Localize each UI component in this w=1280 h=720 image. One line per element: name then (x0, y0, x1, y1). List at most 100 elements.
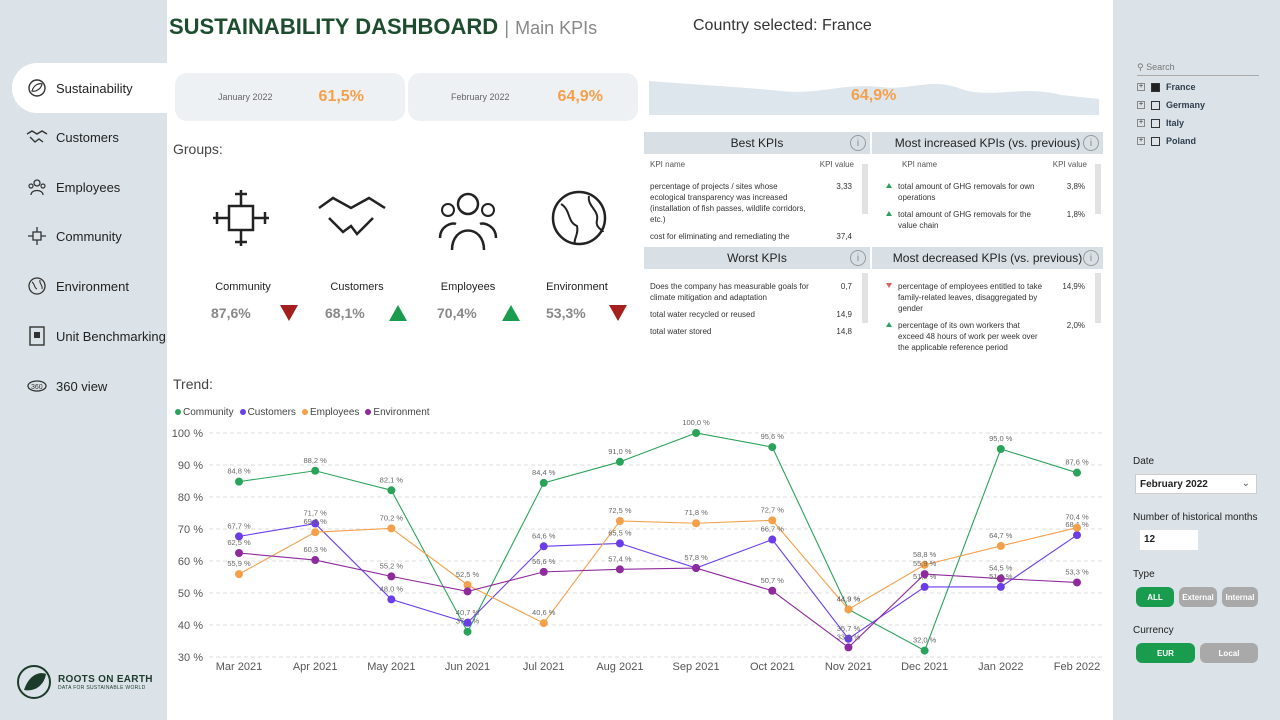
x-tick-label: Dec 2021 (901, 661, 948, 673)
scrollbar[interactable] (862, 273, 868, 323)
legend-item[interactable]: Community (175, 407, 234, 418)
expand-icon[interactable]: + (1137, 119, 1145, 127)
table-row[interactable]: total amount of GHG removals for own ope… (872, 181, 1103, 203)
y-tick-label: 50 % (178, 588, 203, 600)
data-label: 44,9 % (837, 594, 861, 603)
card-month: January 2022 (218, 92, 273, 102)
checkbox[interactable] (1151, 118, 1160, 128)
data-point (387, 572, 396, 581)
legend-item[interactable]: Customers (239, 407, 296, 418)
table-row[interactable]: total water stored 14,8 (644, 326, 870, 337)
nav-employees[interactable]: Employees (12, 162, 167, 212)
kpi-name: total amount of GHG removals for own ope… (898, 182, 1035, 202)
table-row[interactable]: total water recycled or reused 14,9 (644, 309, 870, 320)
x-tick-label: Mar 2021 (216, 661, 262, 673)
panel-header: Best KPIs i (644, 132, 870, 154)
kpi-value: 14,8 (836, 327, 852, 336)
scrollbar[interactable] (1095, 164, 1101, 214)
country-item-france[interactable]: + France (1137, 78, 1259, 96)
table-row[interactable]: Does the company has measurable goals fo… (644, 281, 870, 303)
data-point (311, 466, 320, 475)
data-point (692, 519, 701, 528)
kpi-sparkline-card: 64,9% (641, 73, 1107, 121)
data-point (235, 570, 243, 579)
legend-item[interactable]: Environment (365, 407, 430, 418)
info-icon[interactable]: i (1083, 135, 1099, 151)
kpi-name: percentage of its own workers that excee… (898, 321, 1038, 352)
expand-icon[interactable]: + (1137, 101, 1145, 109)
info-icon[interactable]: i (850, 250, 866, 266)
date-dropdown[interactable]: February 2022 ⌄ (1135, 474, 1257, 494)
kpi-value: 3,33 (836, 182, 852, 191)
table-row[interactable]: cost for eliminating and remediating the… (644, 231, 870, 242)
currency-eur-button[interactable]: EUR (1136, 643, 1195, 663)
kpi-value: 14,9% (1062, 282, 1085, 291)
data-label: 54,5 % (989, 564, 1013, 573)
search-icon: ⚲ (1137, 62, 1144, 72)
data-label: 95,6 % (761, 432, 785, 441)
country-item-germany[interactable]: + Germany (1137, 96, 1259, 114)
expand-icon[interactable]: + (1137, 83, 1145, 91)
checkbox[interactable] (1151, 136, 1160, 146)
nav-sustainability[interactable]: Sustainability (12, 63, 167, 113)
people-icon (26, 176, 48, 198)
data-point (692, 429, 701, 437)
expand-icon[interactable]: + (1137, 137, 1145, 145)
currency-local-button[interactable]: Local (1200, 643, 1258, 663)
checkbox[interactable] (1151, 100, 1160, 110)
data-point (463, 581, 472, 589)
360-icon: 360 (26, 375, 48, 397)
scrollbar[interactable] (862, 164, 868, 214)
type-all-button[interactable]: ALL (1136, 587, 1174, 607)
nav-community[interactable]: Community (12, 211, 167, 261)
data-label: 50,7 % (761, 576, 785, 585)
nav-environment[interactable]: Environment (12, 261, 167, 311)
data-point (920, 582, 929, 591)
nav-customers[interactable]: Customers (12, 112, 167, 162)
data-point (1073, 523, 1081, 532)
legend-label: Community (183, 407, 234, 418)
info-icon[interactable]: i (1083, 250, 1099, 266)
legend-item[interactable]: Employees (301, 407, 359, 418)
data-point (844, 643, 853, 652)
data-point (1073, 578, 1081, 587)
kpi-name: Does the company has measurable goals fo… (650, 282, 809, 302)
nav-360-view[interactable]: 360 360 view (12, 361, 167, 411)
kpi-card-february: February 2022 64,9% (408, 73, 638, 121)
trend-up-icon (502, 305, 520, 321)
logo-tagline: DATA FOR SUSTAINABLE WORLD (58, 684, 146, 691)
data-label: 60,3 % (304, 545, 328, 554)
country-item-poland[interactable]: + Poland (1137, 132, 1259, 150)
leaf-globe-icon (26, 77, 48, 99)
x-tick-label: Aug 2021 (596, 661, 643, 673)
nav-unit-benchmarking[interactable]: Unit Benchmarking (12, 311, 167, 361)
x-tick-label: Feb 2022 (1054, 661, 1100, 673)
months-label: Number of historical months (1133, 512, 1258, 523)
scrollbar[interactable] (1095, 273, 1101, 323)
nav-label: Sustainability (56, 80, 133, 96)
trend-up-icon (389, 305, 407, 321)
months-input[interactable]: 12 (1140, 530, 1198, 550)
series-line-community (238, 432, 1078, 652)
table-row[interactable]: total amount of GHG removals for the val… (872, 209, 1103, 231)
increased-kpis-panel: Most increased KPIs (vs. previous) i KPI … (872, 132, 1103, 245)
panel-header: Most decreased KPIs (vs. previous) i (872, 247, 1103, 269)
panel-title: Most decreased KPIs (vs. previous) (892, 251, 1083, 265)
table-row[interactable]: percentage of its own workers that excee… (872, 320, 1103, 353)
info-icon[interactable]: i (850, 135, 866, 151)
checkbox[interactable] (1151, 82, 1160, 92)
type-internal-button[interactable]: Internal (1222, 587, 1258, 607)
search-input[interactable]: ⚲ Search (1137, 62, 1259, 76)
chart-legend: Community Customers Employees Environmen… (175, 407, 430, 418)
type-external-button[interactable]: External (1179, 587, 1217, 607)
country-item-italy[interactable]: + Italy (1137, 114, 1259, 132)
country-selected: Country selected: France (693, 17, 872, 34)
nav-label: Employees (56, 179, 121, 195)
group-name: Employees (440, 281, 496, 293)
trend-down-icon (280, 305, 298, 321)
table-row[interactable]: percentage of projects / sites whose eco… (644, 181, 870, 225)
data-label: 82,1 % (380, 475, 404, 484)
table-row[interactable]: percentage of employees entitled to take… (872, 281, 1103, 314)
logo-icon (17, 665, 51, 699)
data-label: 69,0 % (304, 517, 328, 526)
